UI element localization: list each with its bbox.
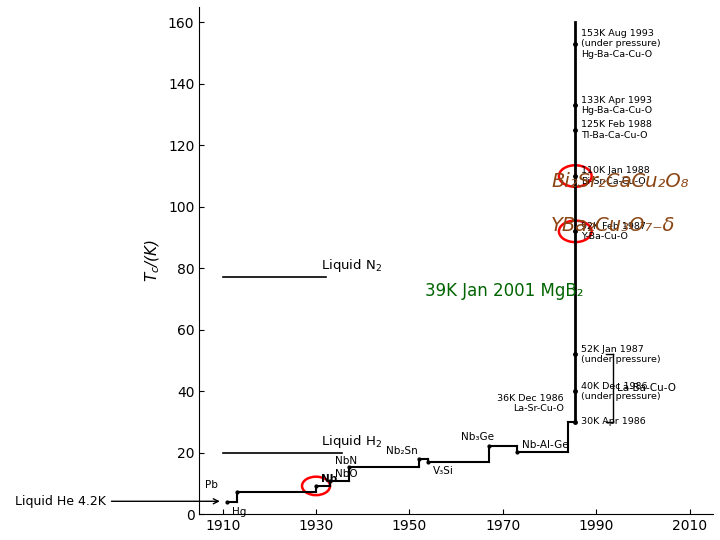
Y-axis label: $T_c$/(K): $T_c$/(K) <box>144 239 162 282</box>
Text: V₃Si: V₃Si <box>433 465 454 476</box>
Text: Hg: Hg <box>232 507 246 516</box>
Text: NbN: NbN <box>335 456 357 466</box>
Text: 39K Jan 2001 MgB₂: 39K Jan 2001 MgB₂ <box>426 282 584 300</box>
Text: 92K Feb 1987
Y-Ba-Cu-O: 92K Feb 1987 Y-Ba-Cu-O <box>581 221 646 241</box>
Text: Nb₂Sn: Nb₂Sn <box>386 446 418 456</box>
Text: Pb: Pb <box>205 480 218 490</box>
Text: Bi₂Sr₂CaCu₂O₈: Bi₂Sr₂CaCu₂O₈ <box>552 172 689 192</box>
Text: Liquid He 4.2K: Liquid He 4.2K <box>15 495 218 508</box>
Text: 125K Feb 1988
Tl-Ba-Ca-Cu-O: 125K Feb 1988 Tl-Ba-Ca-Cu-O <box>581 120 652 140</box>
Text: 36K Dec 1986
La-Sr-Cu-O: 36K Dec 1986 La-Sr-Cu-O <box>497 394 564 413</box>
Text: NbO: NbO <box>335 469 357 480</box>
Text: 153K Aug 1993
(under pressure)
Hg-Ba-Ca-Cu-O: 153K Aug 1993 (under pressure) Hg-Ba-Ca-… <box>581 29 660 59</box>
Text: 110K Jan 1988
Bi-Sr-Ca-Cu-O: 110K Jan 1988 Bi-Sr-Ca-Cu-O <box>581 166 649 186</box>
Text: 133K Apr 1993
Hg-Ba-Ca-Cu-O: 133K Apr 1993 Hg-Ba-Ca-Cu-O <box>581 96 652 115</box>
Text: Nb-Al-Ge: Nb-Al-Ge <box>521 440 568 450</box>
Text: Liquid H$_2$: Liquid H$_2$ <box>320 433 382 450</box>
Text: La-Ba-Cu-O: La-Ba-Cu-O <box>617 383 676 393</box>
Text: Nb₃Ge: Nb₃Ge <box>461 432 494 442</box>
Text: 30K Apr 1986: 30K Apr 1986 <box>581 417 646 427</box>
Text: YBa₂Cu₃O₇₋δ: YBa₂Cu₃O₇₋δ <box>552 215 675 234</box>
Text: Liquid N$_2$: Liquid N$_2$ <box>320 258 382 274</box>
Text: 40K Dec 1986
(under pressure): 40K Dec 1986 (under pressure) <box>581 382 660 401</box>
Text: 52K Jan 1987
(under pressure): 52K Jan 1987 (under pressure) <box>581 345 660 364</box>
Text: Nb: Nb <box>320 474 337 484</box>
